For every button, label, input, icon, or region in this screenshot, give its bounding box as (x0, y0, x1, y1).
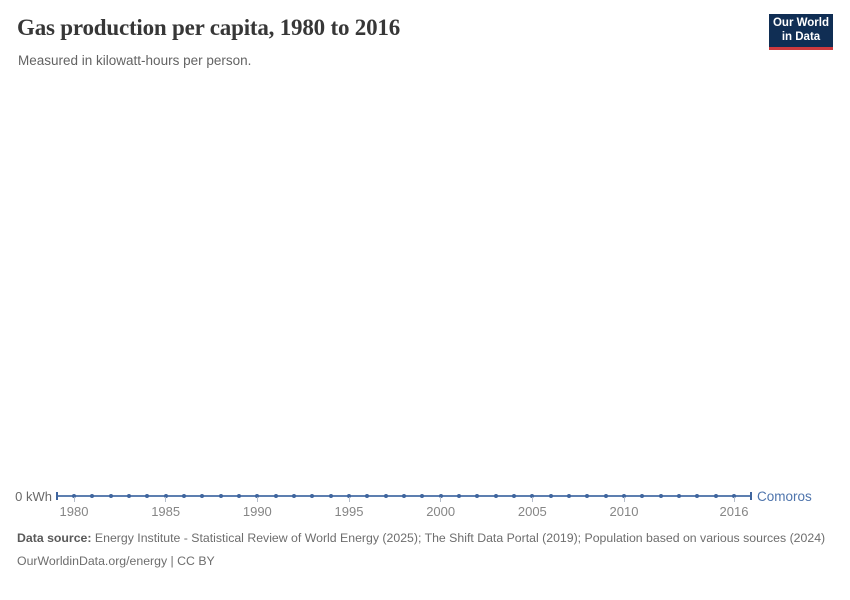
data-point-1998[interactable] (402, 494, 406, 498)
license-line: OurWorldinData.org/energy | CC BY (17, 553, 215, 568)
data-point-1989[interactable] (237, 494, 241, 498)
data-point-1997[interactable] (383, 494, 388, 498)
data-point-2005[interactable] (530, 494, 535, 498)
y-axis-zero-label: 0 kWh (15, 489, 52, 504)
data-point-1995[interactable] (347, 494, 351, 498)
data-point-1984[interactable] (145, 494, 150, 498)
x-axis-tick-1995 (348, 497, 350, 502)
x-axis-tick-label-1980: 1980 (59, 504, 89, 519)
data-point-2013[interactable] (677, 494, 681, 498)
data-source-text: Energy Institute - Statistical Review of… (91, 531, 826, 545)
data-point-2003[interactable] (493, 494, 498, 498)
owid-logo[interactable]: Our World in Data (769, 14, 833, 50)
x-axis-tick-label-2005: 2005 (517, 504, 547, 519)
data-point-2012[interactable] (658, 494, 663, 498)
x-axis-tick-2016 (733, 497, 735, 502)
data-point-1980[interactable] (72, 494, 76, 498)
owid-logo-line1: Our World (772, 16, 829, 29)
x-axis-tick-label-1990: 1990 (242, 504, 272, 519)
series-label-comoros[interactable]: Comoros (757, 489, 812, 504)
x-axis-tick-2005 (531, 497, 533, 502)
data-point-1992[interactable] (292, 494, 296, 498)
x-axis-tick-label-2010: 2010 (609, 504, 639, 519)
x-axis-tick-1980 (73, 497, 75, 502)
data-point-2014[interactable] (695, 494, 700, 498)
data-point-2006[interactable] (548, 494, 553, 498)
data-point-1986[interactable] (182, 494, 186, 498)
data-point-2004[interactable] (512, 494, 516, 498)
owid-logo-line2: in Data (781, 30, 821, 43)
data-point-2002[interactable] (475, 494, 480, 498)
data-point-1982[interactable] (108, 494, 113, 498)
data-point-2009[interactable] (603, 494, 608, 498)
data-point-1981[interactable] (90, 494, 95, 498)
x-axis-tick-label-1995: 1995 (334, 504, 364, 519)
data-point-1993[interactable] (310, 494, 315, 498)
data-point-1988[interactable] (218, 494, 223, 498)
data-point-1996[interactable] (365, 494, 370, 498)
data-point-2010[interactable] (622, 494, 626, 498)
data-source-label: Data source: (17, 531, 92, 545)
data-point-2000[interactable] (438, 494, 443, 498)
x-axis-tick-1985 (165, 497, 167, 502)
x-axis-tick-label-2016: 2016 (719, 504, 749, 519)
data-point-2016[interactable] (732, 494, 736, 498)
data-point-1983[interactable] (127, 494, 131, 498)
data-point-2015[interactable] (713, 494, 718, 498)
data-source-note: Data source: Energy Institute - Statisti… (17, 531, 829, 547)
axis-start-tick (56, 492, 58, 500)
x-axis-tick-1990 (256, 497, 258, 502)
chart-subtitle: Measured in kilowatt-hours per person. (18, 53, 252, 68)
data-point-1999[interactable] (420, 494, 425, 498)
chart-footer: Data source: Energy Institute - Statisti… (17, 531, 829, 569)
axis-end-tick (750, 492, 752, 500)
data-point-1994[interactable] (328, 494, 333, 498)
data-point-1985[interactable] (163, 494, 168, 498)
data-point-2011[interactable] (640, 494, 645, 498)
x-axis-tick-label-1985: 1985 (151, 504, 181, 519)
data-point-2008[interactable] (585, 494, 590, 498)
x-axis-tick-2000 (440, 497, 442, 502)
data-point-2001[interactable] (457, 494, 461, 498)
data-point-1991[interactable] (273, 494, 278, 498)
x-axis-tick-2010 (623, 497, 625, 502)
data-point-1990[interactable] (255, 494, 260, 498)
data-point-2007[interactable] (567, 494, 571, 498)
page-title: Gas production per capita, 1980 to 2016 (17, 15, 401, 40)
x-axis-tick-label-2000: 2000 (426, 504, 456, 519)
data-point-1987[interactable] (200, 494, 205, 498)
